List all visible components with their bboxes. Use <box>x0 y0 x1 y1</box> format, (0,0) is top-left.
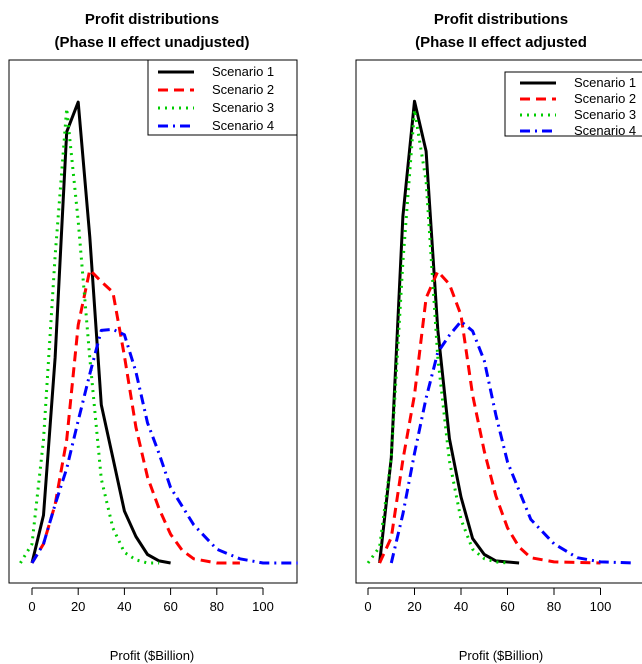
x-tick-label: 40 <box>454 599 468 614</box>
x-axis: 0 20 40 60 80 100 <box>28 587 274 614</box>
series-layer <box>19 100 298 565</box>
legend-label: Scenario 1 <box>212 64 274 79</box>
legend-label: Scenario 2 <box>574 91 636 106</box>
x-tick-label: 100 <box>590 599 612 614</box>
series-line-3 <box>366 108 508 565</box>
legend-items: Scenario 1 Scenario 2 Scenario 3 Scenario 4 <box>158 64 274 133</box>
x-tick-label: 40 <box>117 599 131 614</box>
x-tick-label: 80 <box>547 599 561 614</box>
chart-panel-unadjusted: Profit distributions (Phase II effect un… <box>8 11 298 663</box>
x-tick-label: 0 <box>28 599 35 614</box>
legend-label: Scenario 2 <box>212 82 274 97</box>
series-line-4 <box>389 319 636 565</box>
chart-title-line-2: (Phase II effect unadjusted) <box>54 34 249 51</box>
legend: Scenario 1 Scenario 2 Scenario 3 Scenario 4 <box>147 59 298 136</box>
legend-label: Scenario 3 <box>212 100 274 115</box>
series-line-4 <box>30 327 298 565</box>
x-tick-label: 20 <box>71 599 85 614</box>
chart-title-line-2: (Phase II effect adjusted <box>415 34 587 51</box>
plot-frame <box>355 59 642 584</box>
x-axis-label: Profit ($Billion) <box>110 648 195 663</box>
legend-label: Scenario 3 <box>574 107 636 122</box>
x-tick-label: 60 <box>163 599 177 614</box>
series-line-1 <box>30 100 171 565</box>
x-tick-label: 80 <box>210 599 224 614</box>
x-tick-label: 100 <box>252 599 274 614</box>
x-axis: 0 20 40 60 80 100 <box>364 587 612 614</box>
series-layer <box>366 99 636 565</box>
x-tick-label: 60 <box>500 599 514 614</box>
x-tick-label: 0 <box>364 599 371 614</box>
legend-label: Scenario 1 <box>574 75 636 90</box>
legend-label: Scenario 4 <box>574 123 636 138</box>
chart-panel-adjusted: Profit distributions (Phase II effect ad… <box>355 11 642 663</box>
x-axis-label: Profit ($Billion) <box>459 648 544 663</box>
chart-title-line-1: Profit distributions <box>85 11 219 28</box>
series-line-3 <box>19 107 160 565</box>
chart-title-line-1: Profit distributions <box>434 11 568 28</box>
legend-label: Scenario 4 <box>212 118 274 133</box>
series-line-2 <box>30 268 240 565</box>
x-tick-label: 20 <box>407 599 421 614</box>
series-line-1 <box>378 99 520 565</box>
series-line-2 <box>378 269 601 565</box>
